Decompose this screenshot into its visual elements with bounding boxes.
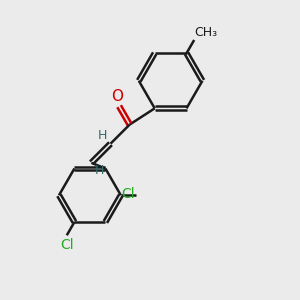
Text: Cl: Cl (60, 238, 74, 252)
Text: H: H (98, 129, 107, 142)
Text: CH₃: CH₃ (194, 26, 217, 38)
Text: H: H (94, 164, 104, 177)
Text: O: O (112, 89, 124, 104)
Text: Cl: Cl (121, 187, 135, 201)
